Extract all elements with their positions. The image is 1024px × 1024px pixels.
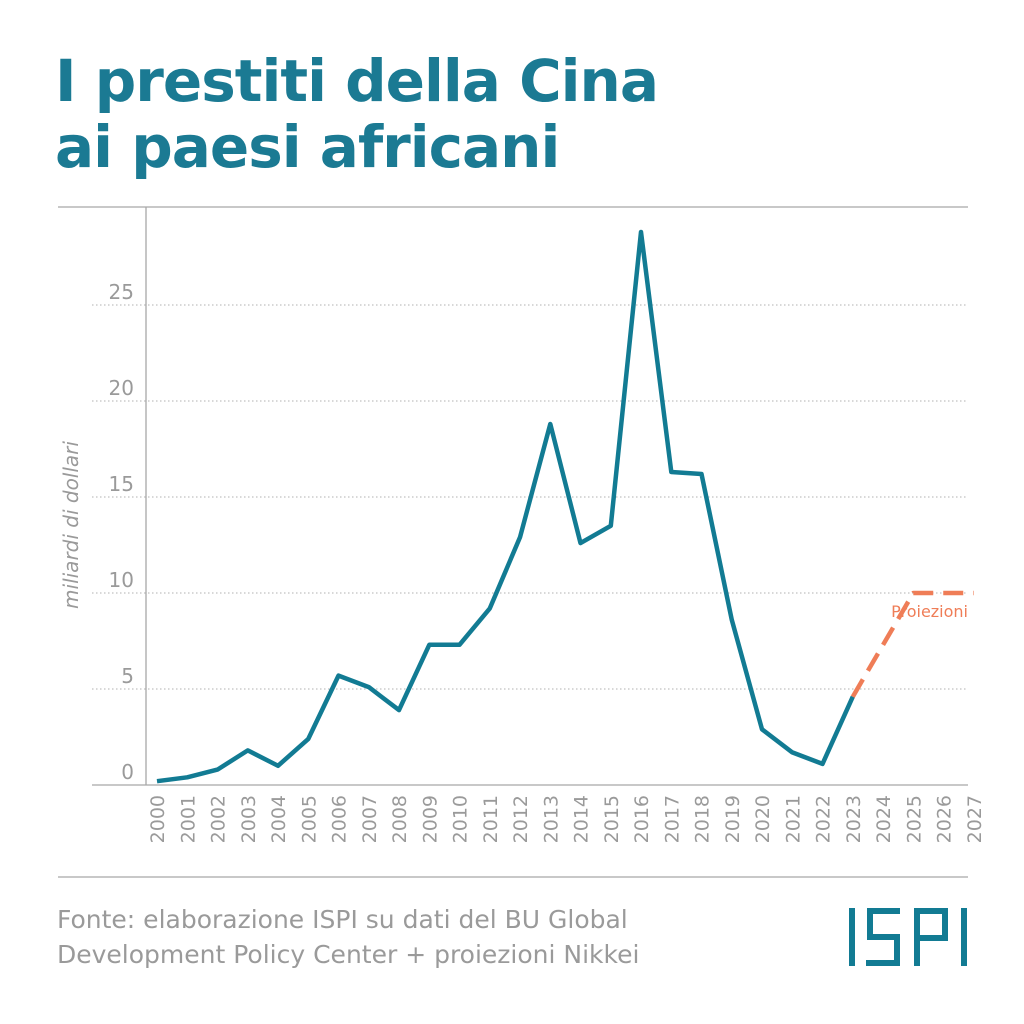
y-tick-label: 15 xyxy=(109,472,134,496)
x-tick-label: 2027 xyxy=(964,795,986,843)
y-tick-labels: 0 5 10 15 20 25 xyxy=(109,280,134,784)
x-tick-label: 2023 xyxy=(843,795,865,843)
x-tick-label: 2026 xyxy=(934,795,956,843)
x-tick-label: 2014 xyxy=(571,795,593,843)
x-tick-label: 2001 xyxy=(177,795,199,843)
y-tick-label: 10 xyxy=(109,568,134,592)
x-tick-label: 2012 xyxy=(510,795,532,843)
x-tick-label: 2018 xyxy=(692,795,714,843)
x-tick-label: 2004 xyxy=(268,795,290,843)
source-note-line-2: Development Policy Center + proiezioni N… xyxy=(57,940,640,969)
x-tick-label: 2013 xyxy=(540,795,562,843)
x-tick-label: 2021 xyxy=(782,795,804,843)
x-tick-label: 2011 xyxy=(480,795,502,843)
x-tick-label: 2002 xyxy=(208,795,230,843)
y-tick-label: 25 xyxy=(109,280,134,304)
y-tick-label: 20 xyxy=(109,376,134,400)
chart-title: I prestiti della Cina ai paesi africani xyxy=(55,47,659,181)
x-tick-label: 2015 xyxy=(601,795,623,843)
x-tick-label: 2006 xyxy=(329,795,351,843)
x-tick-label: 2000 xyxy=(147,795,169,843)
loans-line xyxy=(156,229,855,784)
x-tick-label: 2017 xyxy=(661,795,683,843)
x-tick-label: 2010 xyxy=(450,795,472,843)
x-tick-label: 2025 xyxy=(903,795,925,843)
ispi-logo xyxy=(849,908,967,966)
x-tick-label: 2007 xyxy=(359,795,381,843)
source-note: Fonte: elaborazione ISPI su dati del BU … xyxy=(57,902,639,972)
chart-title-line-1: I prestiti della Cina xyxy=(55,47,659,115)
x-tick-label: 2022 xyxy=(813,795,835,843)
x-tick-label: 2003 xyxy=(238,795,260,843)
chart-title-line-2: ai paesi africani xyxy=(55,113,560,181)
series-group xyxy=(156,229,974,784)
y-tick-label: 0 xyxy=(121,760,134,784)
source-note-line-1: Fonte: elaborazione ISPI su dati del BU … xyxy=(57,905,628,934)
x-tick-label: 2019 xyxy=(722,795,744,843)
x-tick-labels: 2000 2001 2002 2003 2004 2005 2006 2007 2008 2009… xyxy=(147,795,986,843)
x-tick-label: 2009 xyxy=(419,795,441,843)
x-tick-label: 2020 xyxy=(752,795,774,843)
x-tick-label: 2008 xyxy=(389,795,411,843)
x-tick-label: 2005 xyxy=(298,795,320,843)
y-axis-label: miliardi di dollari xyxy=(59,441,83,609)
projection-label: Proiezioni xyxy=(891,602,968,621)
x-tick-label: 2024 xyxy=(873,795,895,843)
x-tick-label: 2016 xyxy=(631,795,653,843)
y-tick-label: 5 xyxy=(121,664,134,688)
